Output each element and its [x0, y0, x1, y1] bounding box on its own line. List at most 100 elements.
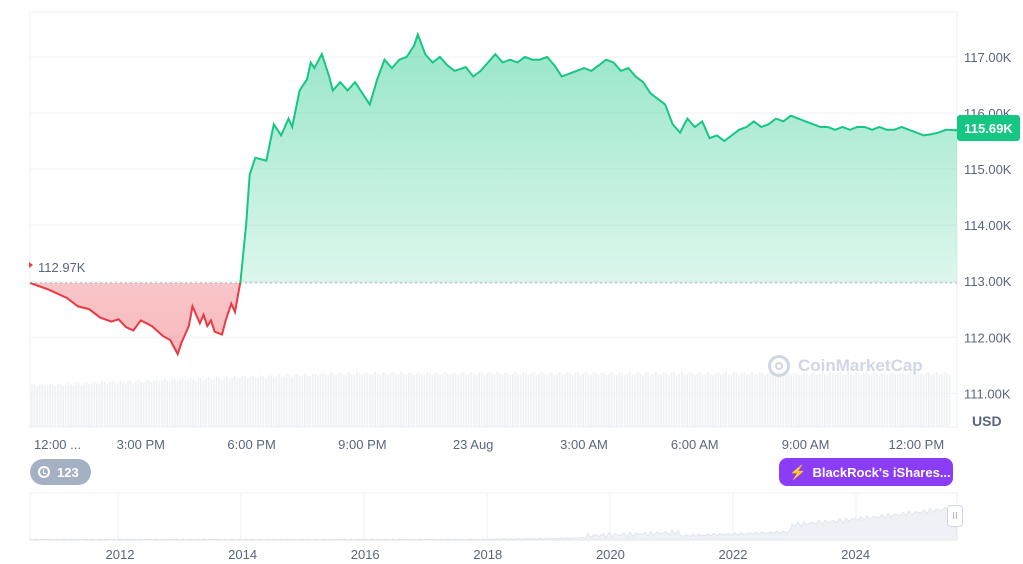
volume-bar	[241, 376, 244, 427]
volume-bar	[462, 372, 465, 427]
volume-bar	[218, 377, 220, 427]
volume-bar	[275, 376, 278, 427]
volume-bar	[200, 377, 202, 427]
navigator-year-label: 2016	[351, 547, 380, 562]
volume-bar	[553, 374, 556, 427]
events-button[interactable]: 123	[30, 459, 91, 485]
volume-bar	[699, 372, 701, 427]
volume-bar	[194, 380, 197, 427]
volume-bar	[379, 374, 382, 427]
volume-bar	[548, 372, 551, 427]
volume-bar	[496, 372, 499, 427]
news-label: BlackRock's iShares...	[812, 464, 951, 480]
volume-bar	[943, 372, 946, 427]
volume-bar	[722, 373, 725, 427]
volume-bar	[709, 373, 712, 427]
volume-bar	[946, 373, 948, 427]
volume-bar	[647, 372, 649, 427]
volume-bar	[239, 378, 241, 427]
volume-bar	[101, 381, 103, 427]
volume-bar	[348, 372, 350, 427]
volume-bar	[605, 374, 608, 427]
volume-bar	[358, 373, 361, 427]
volume-bar	[935, 372, 938, 427]
volume-bar	[691, 372, 694, 427]
volume-bar	[660, 374, 662, 427]
volume-bar	[642, 374, 644, 427]
volume-bar	[70, 384, 72, 427]
volume-bar	[811, 372, 813, 427]
volume-bar	[774, 374, 777, 427]
volume-bar	[254, 377, 257, 427]
volume-bar	[844, 374, 847, 427]
volume-bar	[270, 375, 272, 427]
volume-bar	[891, 372, 894, 427]
volume-bar	[106, 383, 109, 427]
navigator[interactable]: 2012 2014 2016 2018 2020 2022 2024	[29, 492, 958, 562]
watermark-text: CoinMarketCap	[798, 356, 923, 375]
volume-bar	[561, 374, 564, 427]
volume-bar	[392, 372, 395, 427]
volume-bar	[317, 375, 319, 427]
volume-bar	[675, 374, 678, 427]
volume-bar	[226, 376, 228, 427]
volume-bar	[93, 381, 96, 427]
volume-bar	[740, 372, 743, 427]
x-tick-label: 6:00 PM	[227, 437, 275, 452]
volume-bar	[439, 374, 441, 427]
volume-bar	[233, 376, 236, 427]
navigator-year-label: 2024	[841, 547, 870, 562]
volume-bar	[33, 384, 36, 427]
volume-bar	[701, 374, 704, 427]
volume-bar	[397, 374, 400, 427]
volume-bar	[587, 374, 590, 427]
volume-bar	[665, 373, 668, 427]
x-tick-label: 12:00 ...	[34, 437, 81, 452]
volume-bar	[915, 374, 917, 427]
volume-bar	[941, 374, 943, 427]
volume-bar	[423, 374, 426, 427]
volume-bar	[876, 373, 878, 427]
news-button[interactable]: ⚡ BlackRock's iShares...	[779, 458, 953, 486]
volume-bar	[668, 374, 670, 427]
volume-bar	[369, 374, 371, 427]
y-tick-label: 117.00K	[964, 50, 1012, 65]
volume-bar	[808, 374, 811, 427]
volume-bar	[88, 384, 90, 427]
volume-bar	[75, 382, 77, 427]
navigator-handle[interactable]: II	[947, 505, 963, 527]
volume-bar	[54, 386, 57, 427]
volume-bar	[590, 374, 592, 427]
volume-bar	[564, 374, 566, 427]
volume-bar	[860, 374, 863, 427]
volume-bar	[280, 376, 283, 427]
volume-bar	[413, 374, 415, 427]
volume-bar	[727, 374, 730, 427]
volume-bar	[343, 374, 345, 427]
y-tick-label: 115.00K	[964, 162, 1012, 177]
volume-bar	[870, 374, 873, 427]
volume-bar	[309, 375, 311, 427]
volume-bar	[116, 383, 119, 427]
volume-bar	[792, 373, 795, 427]
volume-bar	[738, 374, 740, 427]
volume-bar	[896, 374, 899, 427]
volume-bar	[610, 372, 613, 427]
volume-bar	[948, 374, 951, 427]
volume-bar	[717, 372, 720, 427]
volume-bar	[733, 372, 735, 427]
volume-bar	[626, 373, 629, 427]
y-tick-label: 111.00K	[964, 386, 1011, 401]
volume-bar	[332, 373, 335, 427]
volume-bar	[889, 373, 891, 427]
history-icon	[38, 466, 50, 478]
volume-bar	[142, 382, 145, 427]
volume-bar	[132, 382, 135, 427]
volume-bar	[319, 373, 322, 427]
volume-bar	[519, 374, 522, 427]
volume-bar	[535, 374, 538, 427]
volume-bar	[816, 374, 818, 427]
volume-bar	[644, 372, 647, 427]
volume-bar	[103, 381, 106, 427]
